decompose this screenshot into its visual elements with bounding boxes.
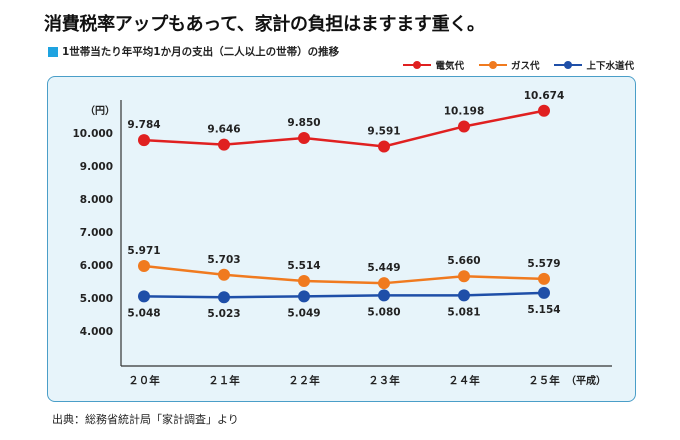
x-tick-label: ２３年 xyxy=(368,374,400,387)
data-point xyxy=(138,259,150,272)
chart-subtitle: 1世帯当たり年平均1か月の支出（二人以上の世帯）の推移 xyxy=(48,44,339,59)
chart-subtitle-text: 1世帯当たり年平均1か月の支出（二人以上の世帯）の推移 xyxy=(62,46,340,58)
data-label: 5.154 xyxy=(527,304,560,316)
data-label: 9.784 xyxy=(127,119,160,131)
chart-legend: 電気代 ガス代 上下水道代 xyxy=(402,58,634,72)
data-point xyxy=(138,290,150,303)
series-line xyxy=(143,264,545,285)
legend-line-marker-icon xyxy=(403,61,432,69)
y-tick-label: 9.000 xyxy=(80,161,113,173)
y-tick-label: 6.000 xyxy=(80,260,113,272)
square-bullet-icon xyxy=(48,46,58,57)
data-point xyxy=(458,270,470,283)
data-label: 9.850 xyxy=(287,117,320,129)
data-label: 5.023 xyxy=(207,308,240,320)
x-tick-label: ２１年 xyxy=(208,374,240,387)
x-tick-label: ２５年 xyxy=(528,374,560,387)
y-tick-label: 8.000 xyxy=(80,194,113,206)
data-point xyxy=(458,120,470,133)
data-point xyxy=(138,134,150,147)
legend-item: 上下水道代 xyxy=(553,58,634,72)
data-point xyxy=(298,290,310,303)
data-point xyxy=(538,286,550,299)
data-label: 5.080 xyxy=(367,306,400,318)
legend-label: ガス代 xyxy=(510,61,540,72)
data-point xyxy=(298,131,310,144)
data-label: 9.646 xyxy=(207,124,240,136)
data-point xyxy=(538,272,550,285)
x-tick-label: ２２年 xyxy=(288,374,320,387)
legend-item: 電気代 xyxy=(402,58,464,72)
x-tick-label: ２４年 xyxy=(448,374,480,387)
data-label: 5.048 xyxy=(127,307,160,319)
data-label: 5.703 xyxy=(207,254,240,266)
data-label: 10.674 xyxy=(524,90,565,102)
chart-panel xyxy=(47,76,636,402)
y-tick-label: 7.000 xyxy=(80,227,113,239)
x-tick-label: ２０年 xyxy=(128,374,160,387)
legend-label: 電気代 xyxy=(435,61,464,72)
data-point xyxy=(218,291,230,304)
page-title: 消費税率アップもあって、家計の負担はますます重く。 xyxy=(44,14,485,35)
y-tick-label: 5.000 xyxy=(80,293,113,305)
y-tick-label: 10.000 xyxy=(72,128,113,140)
data-point xyxy=(378,289,390,302)
legend-item: ガス代 xyxy=(478,58,540,72)
data-point xyxy=(218,268,230,281)
data-point xyxy=(218,138,230,151)
source-note: 出典：総務省統計局「家計調査」より xyxy=(52,413,239,426)
data-label: 5.449 xyxy=(367,262,400,274)
data-label: 10.198 xyxy=(444,105,485,117)
y-axis-unit: （円） xyxy=(85,104,115,117)
x-axis-unit: （平成） xyxy=(566,374,606,387)
data-point xyxy=(538,104,550,117)
y-tick-label: 4.000 xyxy=(80,326,113,338)
legend-line-marker-icon xyxy=(478,61,507,69)
data-label: 5.660 xyxy=(447,255,480,267)
series-line xyxy=(143,109,545,148)
data-label: 5.049 xyxy=(287,307,320,319)
data-point xyxy=(378,277,390,290)
data-point xyxy=(378,140,390,153)
legend-line-marker-icon xyxy=(554,61,583,69)
series-line xyxy=(143,291,545,299)
line-chart: （円） 10.000 9.000 8.000 7.000 6.000 5.000 4.000 ２… xyxy=(72,90,612,387)
legend-label: 上下水道代 xyxy=(586,61,634,72)
data-label: 5.081 xyxy=(447,306,480,318)
data-point xyxy=(458,289,470,302)
data-point xyxy=(298,275,310,288)
data-label: 5.514 xyxy=(287,260,320,272)
data-label: 5.971 xyxy=(127,245,160,257)
data-label: 9.591 xyxy=(367,125,400,137)
data-label: 5.579 xyxy=(527,258,560,270)
